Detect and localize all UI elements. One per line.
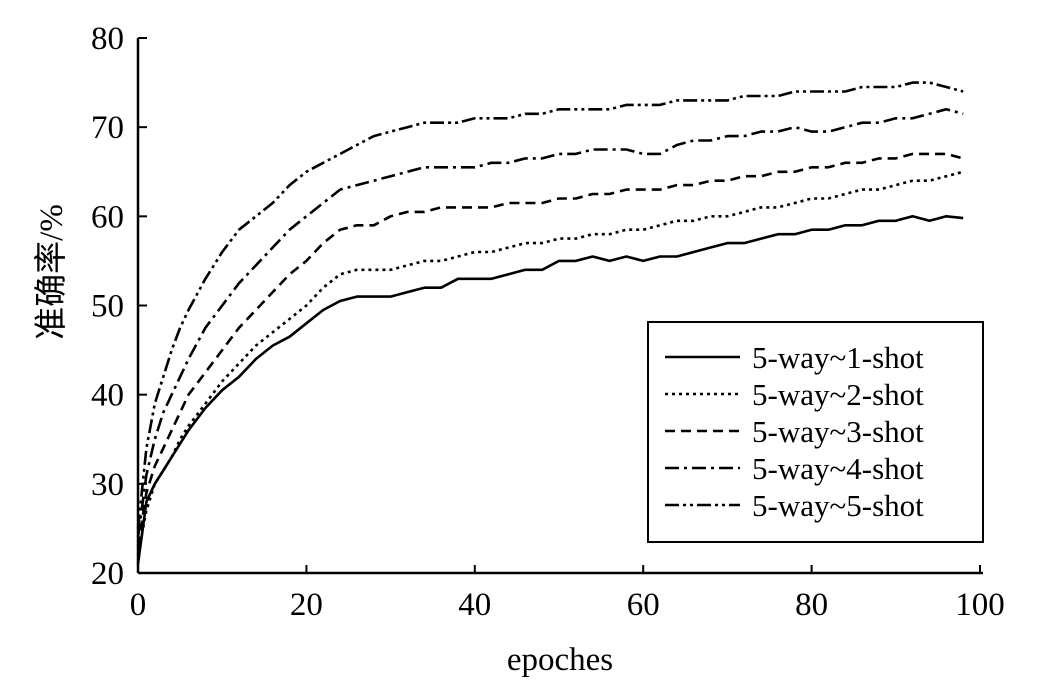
y-tick-label: 20	[91, 556, 124, 592]
x-tick-label: 80	[795, 587, 828, 623]
y-tick-label: 60	[91, 199, 124, 235]
legend-label-2: 5-way~2-shot	[752, 377, 924, 412]
series-line-1	[136, 215, 964, 565]
series-line-5	[136, 81, 964, 529]
y-tick-label: 80	[91, 21, 124, 57]
x-tick-label: 40	[458, 587, 491, 623]
series-line-4	[136, 108, 964, 538]
x-ticks: 0 20 40 60 80 100	[130, 565, 1005, 623]
x-tick-label: 100	[955, 587, 1005, 623]
series-line-3	[136, 152, 964, 547]
legend: 5-way~1-shot5-way~2-shot5-way~3-shot5-wa…	[647, 321, 984, 543]
x-axis-label: epoches	[507, 642, 613, 678]
legend-items: 5-way~1-shot5-way~2-shot5-way~3-shot5-wa…	[665, 340, 924, 523]
legend-label-4: 5-way~4-shot	[752, 451, 924, 486]
y-axis-label: 准确率/%	[33, 204, 70, 340]
legend-label-5: 5-way~5-shot	[752, 488, 924, 523]
y-tick-label: 70	[91, 110, 124, 146]
x-tick-label: 60	[627, 587, 660, 623]
y-tick-label: 50	[91, 289, 124, 325]
legend-label-1: 5-way~1-shot	[752, 340, 924, 375]
series-line-2	[136, 170, 964, 556]
x-tick-label: 0	[130, 587, 147, 623]
y-ticks: 20 30 40 50 60 70 80	[91, 21, 147, 592]
y-tick-label: 40	[91, 378, 124, 414]
y-tick-label: 30	[91, 467, 124, 503]
legend-label-3: 5-way~3-shot	[752, 414, 924, 449]
series-lines	[136, 81, 964, 565]
x-tick-label: 20	[290, 587, 323, 623]
